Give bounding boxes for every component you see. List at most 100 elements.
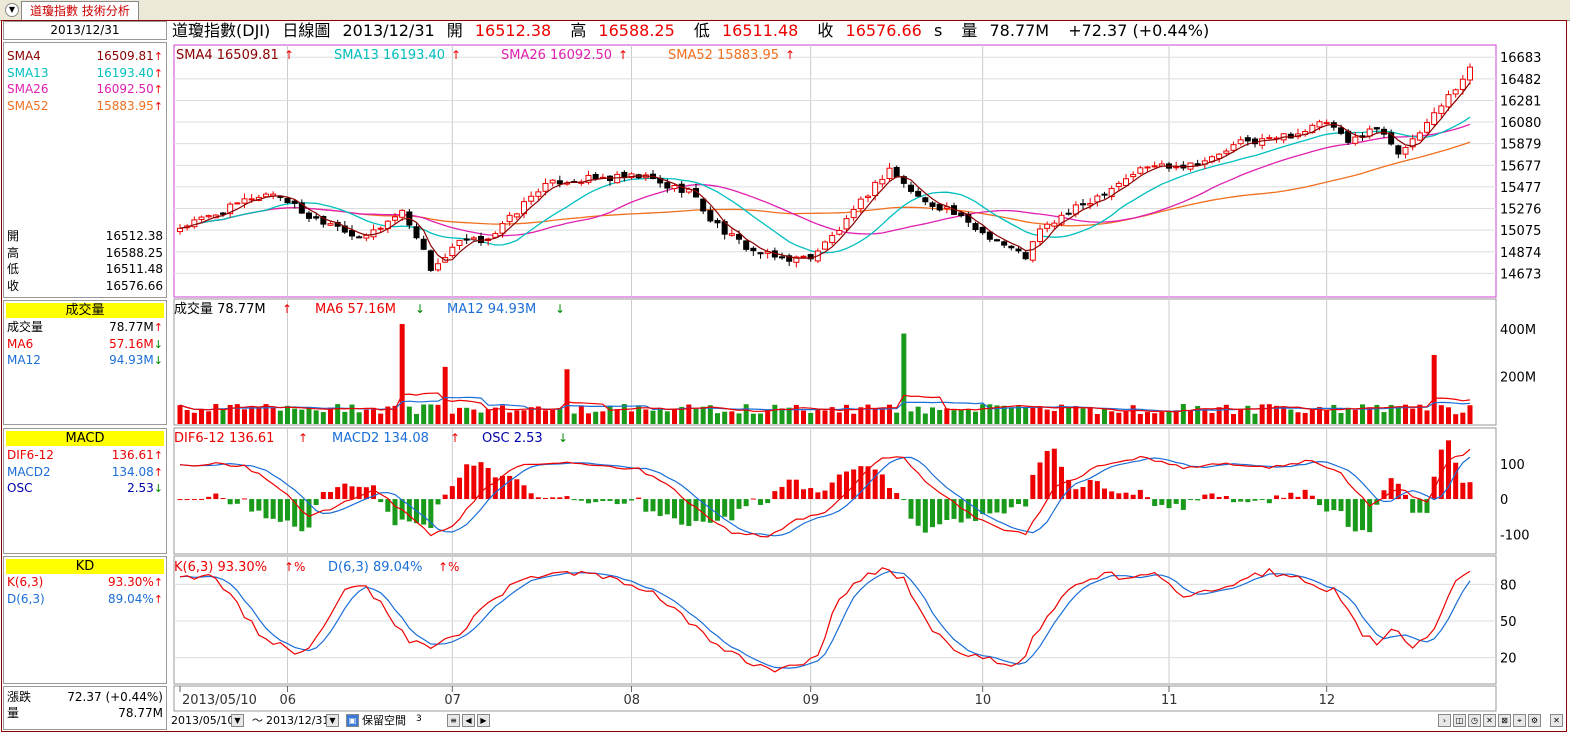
osc-bar-pos: [1102, 488, 1107, 500]
volume-bar-up: [528, 407, 534, 424]
macd-row-2-value: 2.53↓: [127, 480, 163, 497]
volume-bar-down: [958, 409, 964, 424]
volume-bar-up: [249, 406, 255, 424]
sma-line-sma13: [179, 116, 1471, 254]
date-to[interactable]: 2013/12/31: [266, 714, 330, 727]
crosshair-icon[interactable]: ⌖: [1513, 714, 1526, 727]
fit-icon[interactable]: ⊠: [1498, 714, 1511, 727]
volume-bar-down: [571, 413, 577, 424]
ohlc-row-2-value-text: 16511.48: [105, 262, 163, 276]
scroll-right-button[interactable]: ›: [1438, 714, 1451, 727]
arrow-up-icon: ↑: [153, 576, 163, 589]
sma-row-sma52-value-text: 15883.95: [96, 98, 154, 113]
volume-row-0: 成交量 78.77M↑: [7, 319, 163, 335]
volume-bar-up: [815, 409, 821, 424]
volume-bar-up: [449, 413, 455, 424]
volume-bar-down: [1016, 405, 1021, 424]
volume-bar-up: [543, 410, 548, 424]
volume-bar-down: [987, 404, 993, 424]
candle-down: [929, 202, 936, 207]
volume-label: 量: [961, 21, 978, 40]
candle-up: [327, 223, 334, 226]
date-to-dropdown[interactable]: ▼: [326, 714, 339, 727]
osc-bar-neg: [614, 499, 620, 505]
candle-up: [1051, 222, 1058, 227]
low-label: 低: [693, 21, 710, 40]
macd-row-2-value-text: 2.53: [127, 481, 154, 495]
summary-row-1-value-text: 78.77M: [118, 706, 163, 720]
volume-bar-up: [844, 404, 849, 424]
volume-bar-up: [858, 407, 864, 424]
volume-bar-down: [951, 410, 957, 424]
osc-bar-neg: [722, 499, 728, 517]
osc-bar-neg: [664, 499, 670, 515]
clock-icon[interactable]: ◷: [1468, 714, 1481, 727]
osc-bar-neg: [1016, 499, 1021, 505]
arrow-down-icon: ↓: [558, 431, 568, 445]
volume-bar-up: [686, 404, 692, 424]
osc-bar-pos: [1073, 489, 1079, 500]
osc-bar-neg: [227, 499, 233, 505]
volume-bar-down: [299, 409, 305, 424]
candle-up: [865, 195, 871, 199]
candle-up: [370, 229, 377, 238]
save-space-icon[interactable]: ▣: [346, 714, 359, 727]
candle-down: [1080, 203, 1086, 206]
osc-bar-pos: [1431, 476, 1437, 500]
osc-bar-pos: [1281, 497, 1287, 500]
osc-bar-pos: [851, 469, 857, 500]
osc-bar-neg: [1338, 499, 1344, 512]
volume-bar-up: [1152, 413, 1158, 424]
volume-bar-down: [1360, 404, 1365, 424]
date-from[interactable]: 2013/05/10: [171, 714, 235, 727]
volume-bar-down: [937, 409, 943, 424]
high-label: 高: [570, 21, 587, 40]
osc-bar-pos: [865, 466, 871, 500]
candle-down: [427, 250, 434, 271]
volume-bar-up: [1317, 407, 1322, 424]
volume-bar-up: [1116, 412, 1122, 424]
keep-space-count: 3: [416, 714, 422, 724]
close-icon[interactable]: ✕: [1550, 714, 1563, 727]
arrow-down-icon: ↓: [415, 302, 425, 316]
arrow-up-icon: ↑: [153, 50, 163, 63]
sma-row-sma26-label: SMA26: [7, 82, 49, 96]
zoom-out-icon[interactable]: ✕: [1483, 714, 1496, 727]
osc-bar-pos: [242, 498, 247, 500]
window-menu-button[interactable]: ▼: [5, 3, 19, 17]
candle-up: [1230, 144, 1237, 151]
osc-bar-neg: [1023, 499, 1029, 507]
ohlc-row-3-value: 16576.66: [106, 278, 163, 294]
osc-bar-pos: [829, 482, 835, 500]
candle-down: [1101, 193, 1108, 196]
volume-bar-up: [385, 406, 391, 424]
volume-bar-up: [1295, 412, 1301, 424]
lock-icon[interactable]: ◫: [1453, 714, 1466, 727]
sma-row-sma26-value: 16092.50↑: [97, 81, 163, 98]
arrow-up-icon: ↑%: [438, 560, 459, 574]
osc-bar-neg: [1166, 499, 1172, 509]
osc-bar-neg: [944, 499, 950, 521]
osc-bar-pos: [636, 497, 642, 500]
osc-bar-neg: [1266, 499, 1272, 504]
candle-down: [306, 212, 312, 219]
date-from-dropdown[interactable]: ▼: [231, 714, 244, 727]
candle-up: [1459, 78, 1466, 90]
volume-row-1: MA6 57.16M↓: [7, 336, 163, 352]
ohlc-row-1: 高 16588.25: [7, 245, 163, 261]
scroll-right-icon[interactable]: ▶: [477, 714, 490, 727]
osc-bar-pos: [328, 492, 333, 500]
settings-icon[interactable]: ⚙: [1528, 714, 1541, 727]
volume-row-2-label: MA12: [7, 353, 41, 367]
zoom-in-icon[interactable]: ≡: [447, 714, 460, 727]
main-frame: [1, 20, 1567, 732]
candle-up: [857, 198, 864, 210]
tab-technical-analysis[interactable]: 道瓊指數 技術分析: [21, 1, 139, 20]
volume-row-0-value-text: 78.77M: [109, 320, 154, 334]
ohlc-row-2-value: 16511.48: [106, 261, 163, 277]
arrow-up-icon: ↑: [153, 592, 163, 606]
sma-row-sma13-value: 16193.40↑: [97, 65, 163, 82]
candle-up: [1029, 241, 1036, 261]
candle-up: [513, 213, 520, 218]
scroll-left-icon[interactable]: ◀: [462, 714, 475, 727]
